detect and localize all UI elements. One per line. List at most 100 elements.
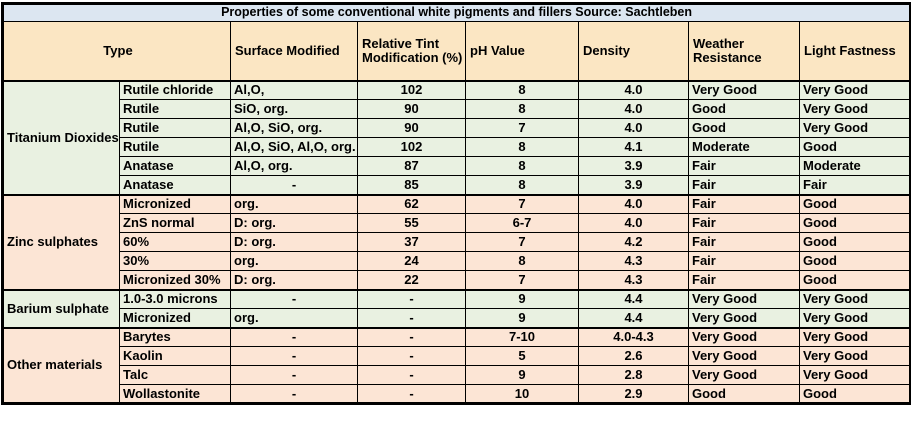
cell-relative-tint-modification: - [357, 346, 466, 366]
cell-density: 4.4 [578, 308, 689, 328]
cell-relative-tint-modification: 22 [357, 270, 466, 290]
cell-relative-tint-modification: 90 [357, 118, 466, 138]
cell-density: 4.0 [578, 99, 689, 119]
cell-ph-value: 9 [465, 308, 579, 328]
table-row: Titanium Dioxides Rutile chloride Al,O, 102… [2, 79, 911, 195]
cell-light-fastness: Moderate [798, 156, 911, 176]
cell-density: 3.9 [578, 175, 689, 195]
cell-ph-value: 8 [465, 79, 579, 100]
group-label-zinc-sulphates: Zinc sulphates [2, 193, 120, 290]
cell-weather-resistance: Fair [688, 213, 800, 233]
cell-density: 3.9 [578, 156, 689, 176]
table-row: ZnS normal D: org. 55 6-7 4.0 Fair Good [3, 213, 911, 233]
cell-type: Wollastonite [119, 384, 231, 404]
cell-surface-modified: - [230, 175, 358, 195]
cell-type: 30% [119, 251, 231, 271]
cell-relative-tint-modification: 24 [357, 251, 466, 271]
cell-light-fastness: Good [798, 232, 911, 252]
cell-relative-tint-modification: 62 [357, 193, 466, 214]
cell-surface-modified: - [230, 288, 358, 309]
cell-weather-resistance: Good [688, 118, 800, 138]
cell-light-fastness: Very Good [798, 118, 911, 138]
cell-surface-modified: Al,O, org. [230, 156, 358, 176]
cell-type: Rutile chloride [119, 79, 231, 100]
cell-density: 4.3 [578, 270, 689, 290]
cell-density: 4.3 [578, 251, 689, 271]
cell-density: 4.0 [578, 213, 689, 233]
table-row: Other materials Barytes - -7-10 4.0-4.3 Very … [2, 326, 911, 404]
pigments-table-wrapper: Properties of some conventional white pi… [0, 2, 911, 405]
cell-density: 4.4 [578, 288, 689, 309]
cell-light-fastness: Very Good [798, 308, 911, 328]
table-body: Titanium Dioxides Rutile chloride Al,O, 102… [2, 79, 911, 404]
cell-surface-modified: - [230, 365, 358, 385]
cell-relative-tint-modification: 87 [357, 156, 466, 176]
cell-weather-resistance: Fair [688, 175, 800, 195]
cell-ph-value: 8 [465, 99, 579, 119]
table-row: Rutile SiO, org. 90 8 4.0 Good Very Good [3, 99, 911, 119]
cell-relative-tint-modification: - [357, 384, 466, 404]
cell-type: Barytes [119, 326, 231, 347]
cell-type: Talc [119, 365, 231, 385]
cell-type: Rutile [119, 99, 231, 119]
cell-weather-resistance: Very Good [688, 79, 800, 100]
cell-relative-tint-modification: - [357, 288, 466, 309]
cell-light-fastness: Good [798, 193, 911, 214]
cell-weather-resistance: Very Good [688, 288, 800, 309]
cell-relative-tint-modification: 37 [357, 232, 466, 252]
cell-density: 4.0 [578, 193, 689, 214]
cell-weather-resistance: Fair [688, 232, 800, 252]
cell-ph-value: 7 [465, 193, 579, 214]
cell-light-fastness: Good [798, 384, 911, 404]
table-row: Wollastonite - -10 2.9 Good Good [3, 384, 911, 404]
cell-density: 2.9 [578, 384, 689, 404]
cell-ph-value: 8 [465, 137, 579, 157]
cell-type: Anatase [119, 156, 231, 176]
cell-relative-tint-modification: - [357, 326, 466, 347]
cell-light-fastness: Very Good [798, 79, 911, 100]
cell-surface-modified: D: org. [230, 270, 358, 290]
cell-surface-modified: org. [230, 193, 358, 214]
cell-relative-tint-modification: 55 [357, 213, 466, 233]
cell-light-fastness: Very Good [798, 365, 911, 385]
cell-surface-modified: org. [230, 251, 358, 271]
cell-relative-tint-modification: 90 [357, 99, 466, 119]
cell-surface-modified: D: org. [230, 232, 358, 252]
table-title: Properties of some conventional white pi… [1, 3, 911, 22]
table-row: Kaolin - -5 2.6 Very Good Very Good [3, 346, 911, 366]
cell-ph-value: 8 [465, 156, 579, 176]
group-label-other-materials: Other materials [2, 326, 120, 404]
cell-type: Rutile [119, 137, 231, 157]
cell-weather-resistance: Fair [688, 193, 800, 214]
cell-type: Micronized 30% [119, 270, 231, 290]
table-row: Barium sulphate 1.0-3.0 microns - -9 4.4 Very… [2, 288, 911, 328]
cell-light-fastness: Very Good [798, 326, 911, 347]
cell-weather-resistance: Good [688, 384, 800, 404]
cell-surface-modified: D: org. [230, 213, 358, 233]
cell-relative-tint-modification: 102 [357, 79, 466, 100]
cell-type: Anatase [119, 175, 231, 195]
cell-density: 2.8 [578, 365, 689, 385]
table-row: Anatase -85 8 3.9 Fair Fair [3, 175, 911, 195]
cell-weather-resistance: Fair [688, 156, 800, 176]
cell-density: 2.6 [578, 346, 689, 366]
table-row: 30% org. 24 8 4.3 Fair Good [3, 251, 911, 271]
cell-light-fastness: Good [798, 251, 911, 271]
cell-surface-modified: SiO, org. [230, 99, 358, 119]
cell-relative-tint-modification: - [357, 365, 466, 385]
cell-surface-modified: Al,O, SiO, org. [230, 118, 358, 138]
group-label-barium-sulphate: Barium sulphate [2, 288, 120, 328]
cell-type: Micronized [119, 308, 231, 328]
cell-weather-resistance: Very Good [688, 308, 800, 328]
cell-ph-value: 7 [465, 270, 579, 290]
cell-weather-resistance: Fair [688, 270, 800, 290]
cell-density: 4.2 [578, 232, 689, 252]
cell-type: Rutile [119, 118, 231, 138]
column-header-ph-value: pH Value [465, 21, 579, 82]
table-row: Rutile Al,O, SiO, org. 90 7 4.0 Good Very Good [3, 118, 911, 138]
cell-type: Micronized [119, 193, 231, 214]
cell-surface-modified: - [230, 346, 358, 366]
column-header-surface-modified: Surface Modified [230, 21, 358, 82]
table-row: 60% D: org. 37 7 4.2 Fair Good [3, 232, 911, 252]
cell-relative-tint-modification: 102 [357, 137, 466, 157]
